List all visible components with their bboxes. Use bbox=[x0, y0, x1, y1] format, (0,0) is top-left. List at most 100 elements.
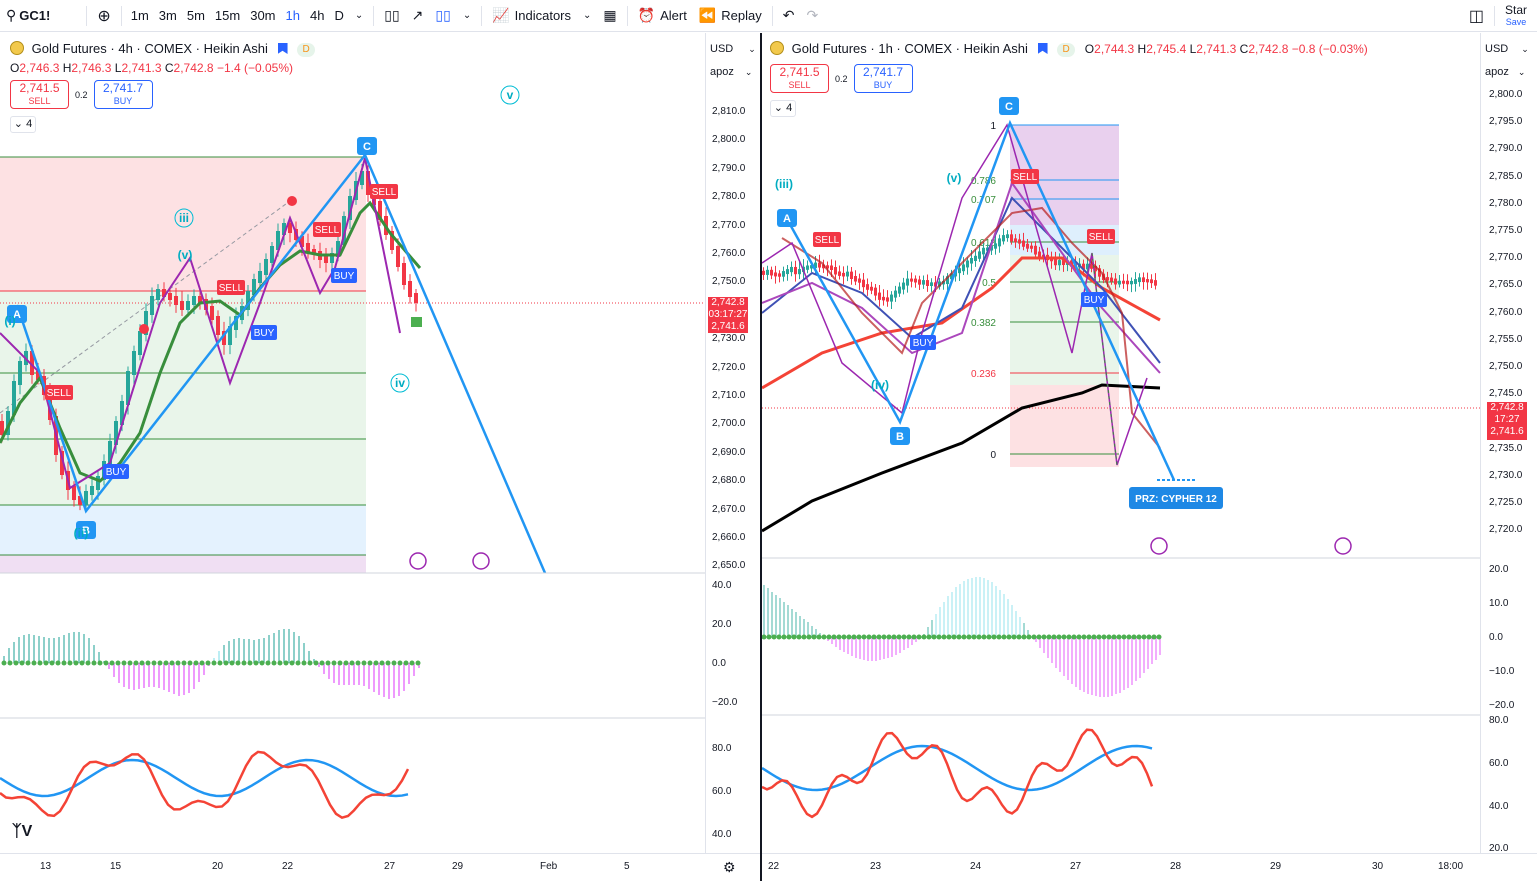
interval-1h[interactable]: 1h bbox=[285, 8, 300, 23]
macd-zero-dot bbox=[871, 634, 877, 640]
ema-red-line bbox=[762, 256, 1161, 390]
macd-zero-dot bbox=[1101, 634, 1107, 640]
macd-zero-dot bbox=[846, 634, 852, 640]
indicators-dropdown[interactable]: ⌄ bbox=[577, 0, 597, 32]
buy-button[interactable]: 2,741.7 BUY bbox=[853, 64, 913, 93]
flag-icon[interactable] bbox=[1037, 43, 1048, 54]
macd-zero-dot bbox=[373, 660, 379, 666]
panel-divider[interactable] bbox=[760, 33, 762, 881]
price-axis-4h[interactable]: USD ⌄ apoz ⌄ 2,810.0 2,800.0 2,790.0 2,780.… bbox=[705, 33, 760, 881]
macd-zero-dot bbox=[121, 660, 127, 666]
trade-buttons-4h: 2,741.5 SELL 0.2 2,741.7 BUY bbox=[10, 80, 153, 109]
indicators-collapse-button[interactable]: ⌄ 4 bbox=[10, 116, 36, 133]
candle-body bbox=[270, 246, 274, 263]
interval-5m[interactable]: 5m bbox=[186, 8, 205, 23]
interval-15m[interactable]: 15m bbox=[214, 8, 241, 23]
flag-icon[interactable] bbox=[277, 43, 288, 54]
candle-body bbox=[938, 281, 941, 287]
settings-button[interactable]: ⚙ bbox=[723, 859, 736, 876]
alert-button[interactable]: ⏰ Alert bbox=[632, 0, 693, 32]
chart-panel-4h[interactable]: A B C SELL SELL SELL SELL BUY BUY BUY v iii (v) iv (ii… bbox=[0, 33, 760, 881]
prz-text: PRZ: CYPHER 12 bbox=[1135, 494, 1217, 505]
buy-price: 2,741.7 bbox=[102, 81, 144, 95]
interval-30m[interactable]: 30m bbox=[250, 8, 276, 23]
candles-type-button[interactable]: ▯▯ bbox=[378, 0, 405, 32]
macd-zero-dot bbox=[941, 634, 947, 640]
sell-button[interactable]: 2,741.5 SELL bbox=[10, 80, 69, 109]
last-price: 2,742.8 bbox=[1490, 402, 1524, 413]
macd-zero-dot bbox=[253, 660, 259, 666]
macd-zero-dot bbox=[896, 634, 902, 640]
sell-button[interactable]: 2,741.5 SELL bbox=[770, 64, 829, 93]
pattern-point-A: A bbox=[777, 209, 797, 227]
symbol-search[interactable]: ⚲ GC1! bbox=[0, 0, 56, 32]
candle-body bbox=[878, 292, 881, 300]
interval-3m[interactable]: 3m bbox=[158, 8, 177, 23]
sell-signal: SELL bbox=[813, 232, 841, 247]
indicators-collapse-button[interactable]: ⌄ 4 bbox=[770, 100, 796, 117]
indicators-button[interactable]: 📈 Indicators bbox=[486, 0, 577, 32]
candle-body bbox=[228, 326, 232, 345]
bar-countdown: 03:17:27 bbox=[708, 309, 748, 320]
currency-dropdown[interactable]: USD ⌄ bbox=[710, 43, 756, 55]
macd-zero-dot bbox=[139, 660, 145, 666]
macd-zero-dot bbox=[205, 660, 211, 666]
time-tick: 29 bbox=[1270, 861, 1282, 872]
candle-body bbox=[766, 269, 769, 275]
interval-1m[interactable]: 1m bbox=[130, 8, 149, 23]
macd-tick: 40.0 bbox=[712, 580, 732, 591]
time-axis-1h[interactable]: 22 23 24 27 28 29 30 18:00 bbox=[762, 853, 1537, 881]
account-button[interactable]: Star Save bbox=[1499, 0, 1537, 32]
signal-box bbox=[331, 268, 357, 283]
interval-4h[interactable]: 4h bbox=[309, 8, 325, 23]
candle-body bbox=[914, 278, 917, 283]
macd-zero-dot bbox=[831, 634, 837, 640]
tradingview-logo[interactable]: ᛉV bbox=[12, 823, 33, 840]
scale-mode-dropdown[interactable]: apoz ⌄ bbox=[1485, 66, 1525, 78]
layouts-button[interactable]: ▦ bbox=[597, 0, 622, 32]
candle-body bbox=[890, 294, 893, 302]
price-tick: 2,720.0 bbox=[712, 361, 746, 373]
signal-box bbox=[910, 335, 936, 350]
signal-box bbox=[313, 222, 341, 237]
time-axis-4h[interactable]: 13 15 20 22 27 29 Feb 5 ⚙ bbox=[0, 853, 760, 881]
macd-zero-dot bbox=[1, 660, 7, 666]
currency-dropdown[interactable]: USD ⌄ bbox=[1485, 43, 1529, 55]
chart-panel-1h[interactable]: 1 0.786 0.707 0.618 0.5 0.382 0.236 0 A B C SELL SEL… bbox=[762, 33, 1537, 881]
pattern-point-B: B bbox=[890, 427, 910, 445]
compare-button[interactable]: ⊕ bbox=[91, 0, 116, 32]
price-tick: 2,800.0 bbox=[712, 134, 746, 146]
macd-zero-dot bbox=[821, 634, 827, 640]
heikin-type-button[interactable]: ▯▯ bbox=[429, 0, 456, 32]
macd-zero-dot bbox=[1031, 634, 1037, 640]
interval-d[interactable]: D bbox=[334, 8, 344, 23]
chart-type-dropdown[interactable]: ⌄ bbox=[457, 0, 477, 32]
buy-button[interactable]: 2,741.7 BUY bbox=[93, 80, 153, 109]
macd-zero-dot bbox=[1056, 634, 1062, 640]
macd-zero-dot bbox=[986, 634, 992, 640]
candle-body bbox=[922, 280, 925, 285]
redo-button[interactable]: ↷ bbox=[800, 0, 824, 32]
macd-zero-dot bbox=[61, 660, 67, 666]
chart-canvas-4h[interactable]: A B C SELL SELL SELL SELL BUY BUY BUY v iii (v) iv (ii… bbox=[0, 33, 705, 853]
ohlc-close: 2,742.8 bbox=[1248, 42, 1289, 56]
macd-zero-dot bbox=[1071, 634, 1077, 640]
undo-button[interactable]: ↶ bbox=[777, 0, 801, 32]
candle-body bbox=[1042, 254, 1045, 258]
macd-tick: −20.0 bbox=[712, 697, 738, 708]
layout-toggle-button[interactable]: ◫ bbox=[1463, 0, 1490, 32]
scale-mode-dropdown[interactable]: apoz ⌄ bbox=[710, 66, 752, 78]
price-tick: 2,790.0 bbox=[712, 162, 746, 174]
macd-zero-dot bbox=[127, 660, 133, 666]
line-type-button[interactable]: ↗ bbox=[406, 0, 430, 32]
sell-label: SELL bbox=[788, 80, 811, 90]
ohlc-open: 2,746.3 bbox=[19, 61, 60, 75]
signal-box bbox=[370, 184, 398, 199]
macd-zero-dot bbox=[1026, 634, 1032, 640]
price-axis-1h[interactable]: USD ⌄ apoz ⌄ 2,800.0 2,795.0 2,790.0 2,785.… bbox=[1480, 33, 1537, 881]
macd-zero-dot bbox=[1076, 634, 1082, 640]
replay-button[interactable]: ⏪ Replay bbox=[693, 0, 768, 32]
interval-dropdown[interactable]: ⌄ bbox=[349, 0, 369, 32]
chart-canvas-1h[interactable]: 10.7860.7070.6180.50.3820.2360ABCSELLSEL… bbox=[762, 33, 1480, 853]
candle-body bbox=[78, 496, 82, 505]
